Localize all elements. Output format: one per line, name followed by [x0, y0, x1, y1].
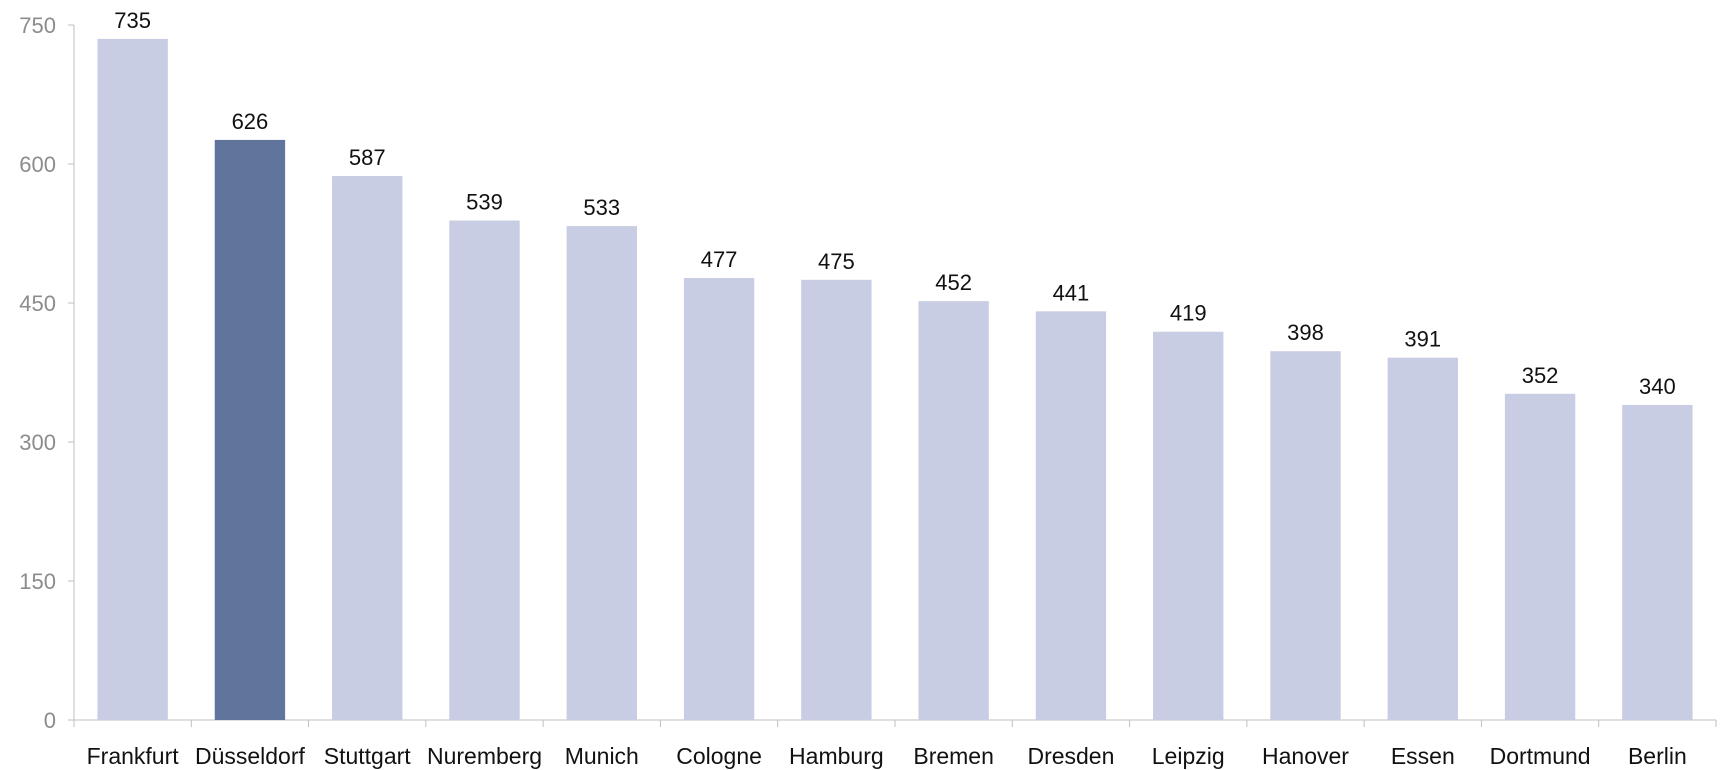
data-label: 398 [1287, 320, 1324, 345]
data-label: 352 [1522, 363, 1559, 388]
data-label: 533 [583, 195, 620, 220]
bar-bremen [918, 301, 989, 720]
data-label: 626 [232, 109, 269, 134]
category-label: Stuttgart [324, 743, 412, 769]
bar-nuremberg [449, 220, 520, 720]
category-label: Nuremberg [427, 743, 542, 769]
category-label: Essen [1391, 743, 1455, 769]
bar-berlin [1622, 404, 1693, 720]
data-label: 340 [1639, 374, 1676, 399]
bar-dresden [1035, 311, 1107, 720]
data-label: 391 [1404, 327, 1441, 352]
data-labels: 735 626 587 539 533 477 475 452 441 419 398 391 352 3… [114, 8, 1675, 399]
bar-hanover [1270, 351, 1341, 720]
data-label: 441 [1053, 280, 1090, 305]
bar-düsseldorf [214, 139, 286, 720]
category-label: Dresden [1027, 743, 1114, 769]
y-tick-label: 600 [19, 152, 56, 177]
y-tick-label: 750 [19, 13, 56, 38]
bar-dortmund [1504, 393, 1576, 720]
category-label: Düsseldorf [195, 743, 306, 769]
category-label: Munich [565, 743, 639, 769]
data-label: 452 [935, 270, 972, 295]
bar-munich [566, 226, 637, 720]
category-label: Hanover [1262, 743, 1349, 769]
category-label: Dortmund [1490, 743, 1591, 769]
bar-cologne [683, 277, 755, 720]
bar-essen [1387, 357, 1458, 720]
category-labels: Frankfurt Düsseldorf Stuttgart Nuremberg Mun… [87, 743, 1687, 769]
category-label: Hamburg [789, 743, 884, 769]
data-label: 419 [1170, 301, 1207, 326]
bar-leipzig [1153, 331, 1224, 720]
bar-hamburg [801, 279, 872, 720]
category-label: Berlin [1628, 743, 1687, 769]
y-axis: 0 150 300 450 600 750 [19, 13, 75, 733]
data-label: 477 [701, 247, 738, 272]
category-label: Leipzig [1152, 743, 1225, 769]
y-tick-label: 300 [19, 430, 56, 455]
bars [97, 38, 1693, 721]
data-label: 475 [818, 249, 855, 274]
category-label: Frankfurt [87, 743, 180, 769]
y-tick-label: 0 [44, 708, 56, 733]
category-label: Cologne [676, 743, 762, 769]
bar-frankfurt [97, 38, 168, 720]
y-tick-label: 150 [19, 569, 56, 594]
bar-stuttgart [332, 176, 403, 721]
x-axis [73, 719, 1717, 727]
category-label: Bremen [913, 743, 994, 769]
data-label: 735 [114, 8, 151, 33]
data-label: 587 [349, 145, 386, 170]
data-label: 539 [466, 190, 503, 215]
y-tick-label: 450 [19, 291, 56, 316]
